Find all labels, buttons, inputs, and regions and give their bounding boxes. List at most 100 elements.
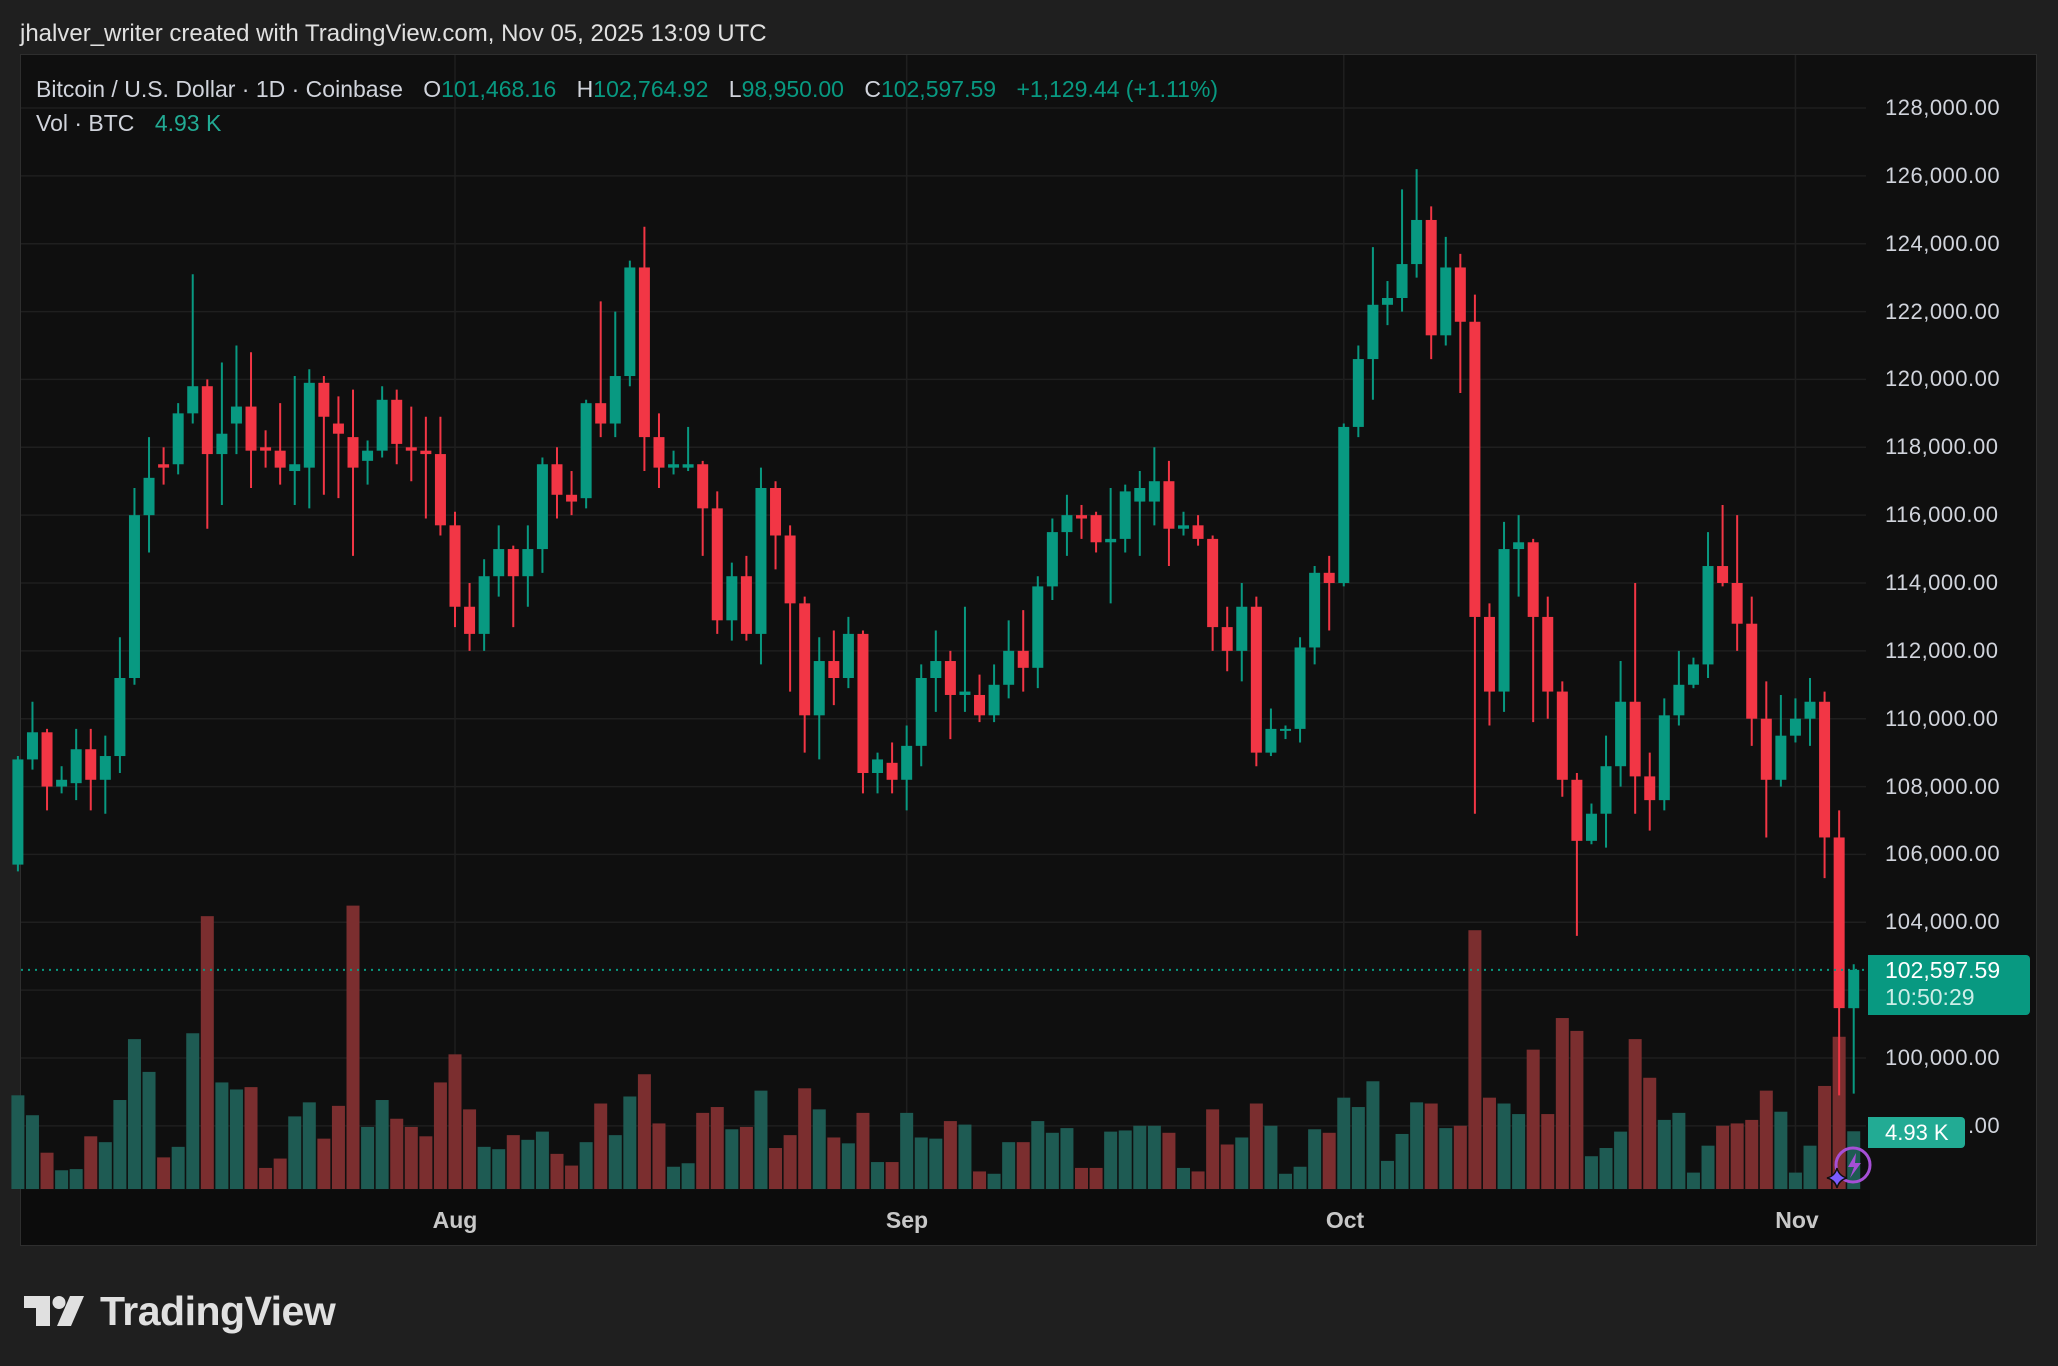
candle[interactable] (1105, 488, 1117, 604)
candle[interactable] (1833, 810, 1845, 1096)
candle[interactable] (726, 562, 738, 641)
candle[interactable] (1585, 803, 1597, 845)
candle[interactable] (1760, 681, 1772, 838)
candle[interactable] (1192, 515, 1204, 546)
candle[interactable] (260, 430, 272, 468)
candle[interactable] (1236, 583, 1248, 682)
candle[interactable] (974, 674, 986, 723)
candle[interactable] (813, 637, 825, 760)
candle[interactable] (449, 511, 461, 628)
candle[interactable] (347, 389, 359, 556)
candle[interactable] (464, 583, 476, 651)
candle[interactable] (595, 301, 607, 438)
candle[interactable] (988, 664, 1000, 723)
candle[interactable] (274, 403, 286, 485)
candle[interactable] (1746, 596, 1758, 746)
candle[interactable] (1804, 678, 1816, 746)
candle[interactable] (799, 596, 811, 753)
tradingview-logo[interactable]: TradingView (24, 1288, 336, 1335)
candle[interactable] (1061, 494, 1073, 556)
candle[interactable] (1644, 752, 1656, 831)
candle[interactable] (1396, 189, 1408, 312)
candle[interactable] (158, 447, 170, 485)
candle[interactable] (828, 630, 840, 706)
candle[interactable] (1338, 423, 1350, 587)
candle[interactable] (682, 426, 694, 472)
candle[interactable] (1003, 620, 1015, 699)
candle[interactable] (1250, 596, 1262, 767)
candle[interactable] (1469, 294, 1481, 814)
candle[interactable] (959, 606, 971, 712)
candle[interactable] (566, 471, 578, 516)
candle[interactable] (653, 413, 665, 488)
candle[interactable] (886, 742, 898, 794)
candle[interactable] (711, 491, 723, 634)
candle[interactable] (1600, 735, 1612, 848)
candle[interactable] (1498, 521, 1510, 712)
candle[interactable] (536, 457, 548, 573)
candle[interactable] (128, 488, 140, 685)
candle[interactable] (420, 416, 432, 519)
candle[interactable] (1731, 515, 1743, 651)
candle[interactable] (41, 728, 53, 811)
candle[interactable] (1134, 471, 1146, 556)
candle[interactable] (332, 396, 344, 499)
candle[interactable] (1571, 773, 1583, 936)
candle[interactable] (1615, 661, 1627, 787)
candle[interactable] (1323, 555, 1335, 631)
candle[interactable] (26, 701, 38, 770)
candle[interactable] (1221, 606, 1233, 672)
candle[interactable] (289, 376, 301, 505)
candle[interactable] (1352, 345, 1364, 438)
candle[interactable] (1629, 583, 1641, 814)
candle[interactable] (697, 460, 709, 556)
candle[interactable] (915, 664, 927, 767)
volume-label[interactable]: Vol · BTC (36, 110, 135, 136)
candle[interactable] (1483, 603, 1495, 726)
candle[interactable] (1148, 447, 1160, 526)
candle[interactable] (245, 352, 257, 488)
candle[interactable] (362, 440, 374, 485)
candle[interactable] (872, 752, 884, 794)
candle[interactable] (1658, 698, 1670, 811)
candle[interactable] (1440, 236, 1452, 346)
candle[interactable] (1454, 253, 1466, 393)
candle[interactable] (638, 226, 650, 472)
candle[interactable] (1673, 650, 1685, 726)
time-axis[interactable] (21, 1190, 1870, 1245)
candle[interactable] (85, 728, 97, 811)
candle[interactable] (1367, 247, 1379, 400)
candle[interactable] (1163, 460, 1175, 567)
candle[interactable] (187, 274, 199, 424)
symbol-title[interactable]: Bitcoin / U.S. Dollar · 1D · Coinbase (36, 76, 403, 102)
candle[interactable] (857, 630, 869, 794)
candle[interactable] (1119, 484, 1131, 553)
candle[interactable] (230, 345, 242, 455)
candle[interactable] (1775, 694, 1787, 787)
candle[interactable] (70, 728, 82, 801)
candle[interactable] (478, 559, 490, 651)
candle[interactable] (1032, 576, 1044, 689)
candle[interactable] (1046, 518, 1058, 600)
candle[interactable] (930, 630, 942, 712)
candle[interactable] (1076, 504, 1088, 539)
candle[interactable] (1017, 610, 1029, 692)
candle[interactable] (216, 362, 228, 505)
candle[interactable] (507, 545, 519, 628)
candle[interactable] (609, 311, 621, 438)
candle[interactable] (1294, 637, 1306, 743)
candle[interactable] (1178, 511, 1189, 536)
candle[interactable] (1381, 281, 1393, 326)
candle[interactable] (944, 650, 956, 740)
sparkle-lightning-icon[interactable] (1826, 1146, 1872, 1189)
candle[interactable] (1789, 698, 1801, 743)
candle[interactable] (1687, 657, 1699, 689)
candle[interactable] (56, 766, 68, 794)
candle[interactable] (201, 379, 213, 529)
candle[interactable] (551, 447, 563, 519)
candle[interactable] (1207, 535, 1219, 651)
candle[interactable] (405, 406, 417, 482)
candle[interactable] (143, 437, 155, 553)
candle[interactable] (172, 403, 184, 475)
